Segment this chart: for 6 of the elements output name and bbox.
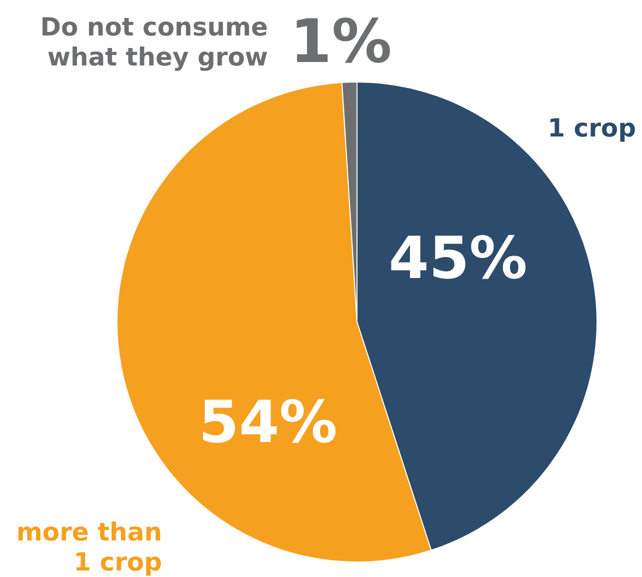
slice-label: more than 1 crop bbox=[16, 518, 162, 576]
slice-label: 1 crop bbox=[548, 114, 636, 142]
data-label: 1% bbox=[290, 7, 392, 77]
data-label: 54% bbox=[198, 388, 338, 456]
slice-label: Do not consume what they grow bbox=[40, 12, 268, 72]
data-label: 45% bbox=[388, 224, 528, 292]
